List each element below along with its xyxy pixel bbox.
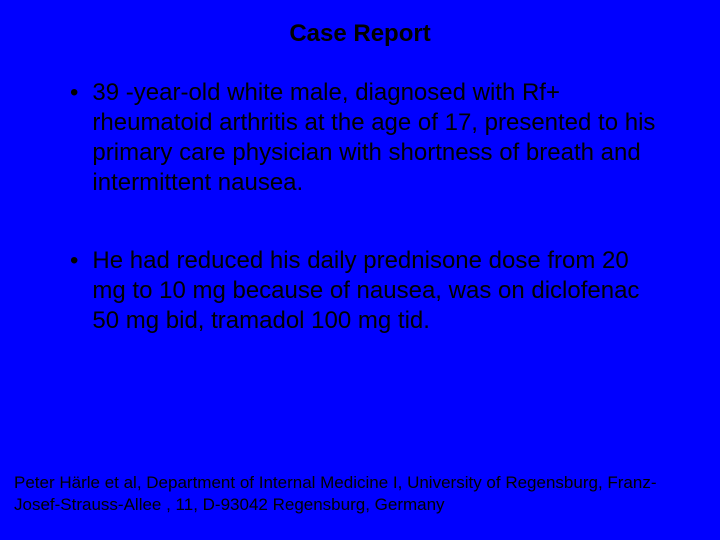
bullet-icon: • — [70, 78, 78, 108]
slide-footer: Peter Härle et al, Department of Interna… — [14, 472, 700, 516]
list-item: • 39 -year-old white male, diagnosed wit… — [70, 78, 660, 198]
bullet-list: • 39 -year-old white male, diagnosed wit… — [0, 58, 720, 336]
slide: Case Report • 39 -year-old white male, d… — [0, 0, 720, 540]
list-item: • He had reduced his daily prednisone do… — [70, 246, 660, 336]
bullet-icon: • — [70, 246, 78, 276]
slide-title: Case Report — [0, 0, 720, 58]
bullet-text: 39 -year-old white male, diagnosed with … — [92, 78, 660, 198]
bullet-text: He had reduced his daily prednisone dose… — [92, 246, 660, 336]
